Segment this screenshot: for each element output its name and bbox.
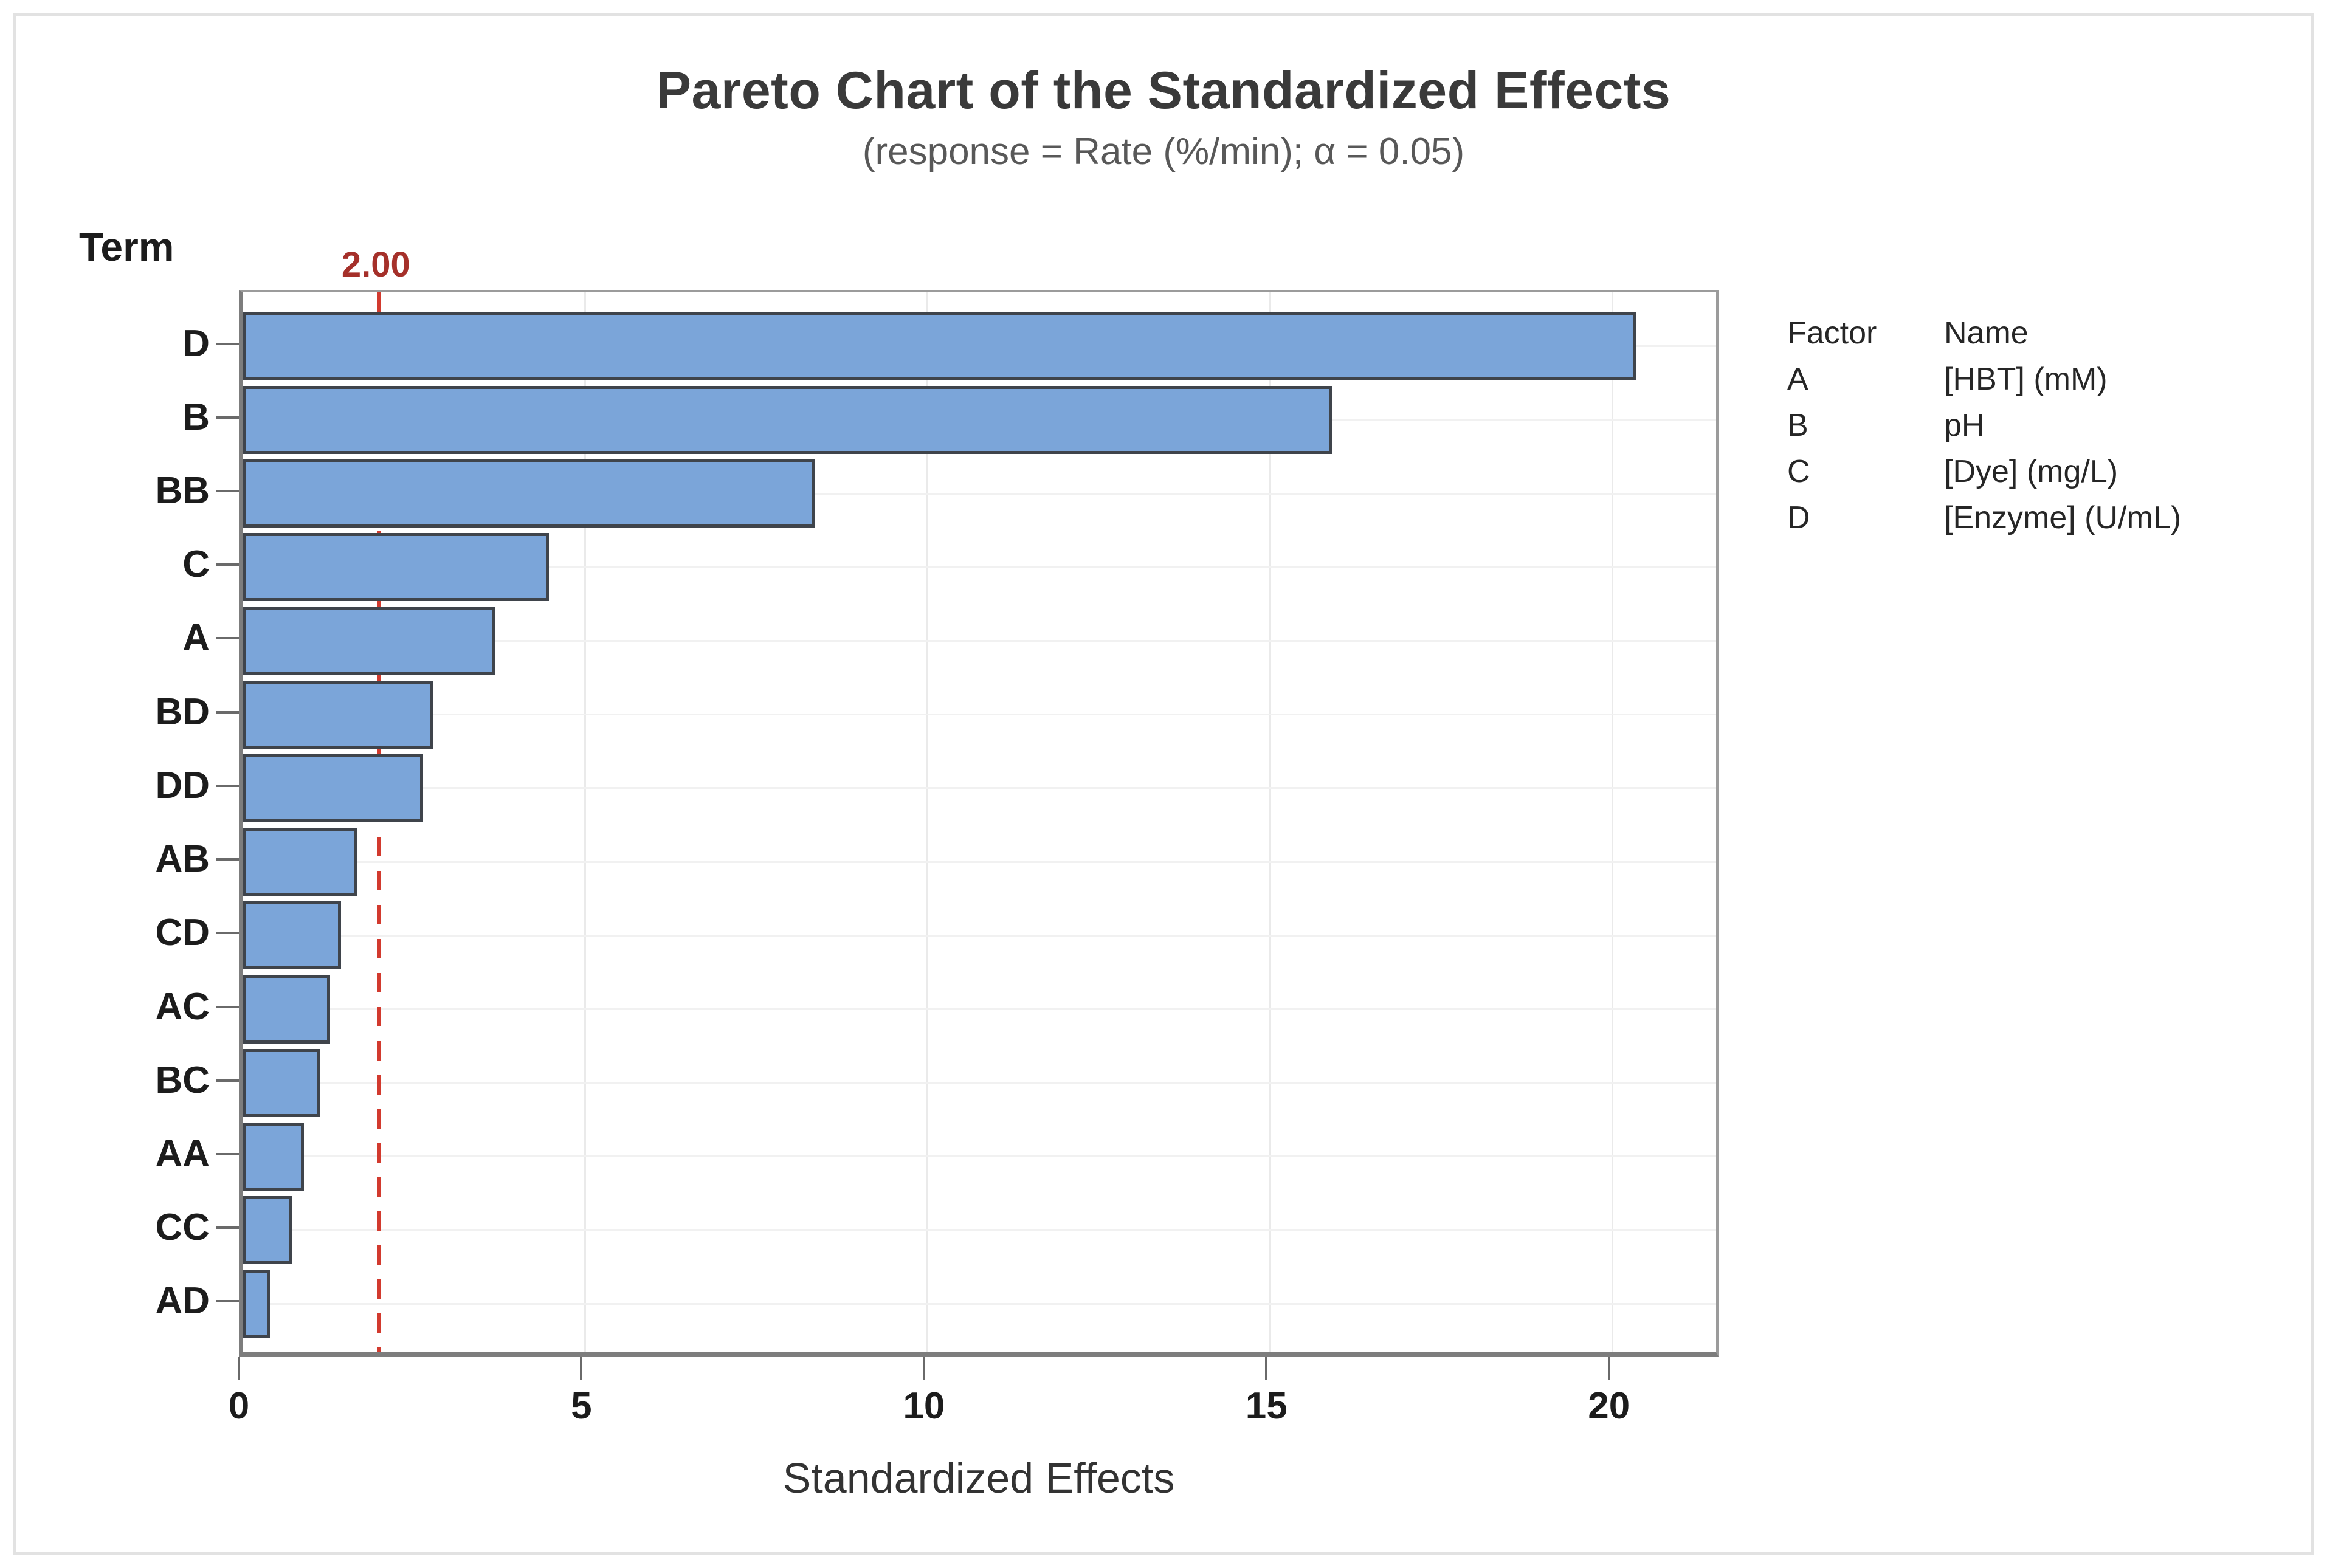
y-tick	[216, 710, 239, 714]
gridline-horizontal	[243, 639, 1716, 642]
bar-DD	[243, 754, 424, 822]
bar-B	[243, 385, 1332, 454]
legend-row: D [Enzyme] (U/mL)	[1787, 495, 2181, 541]
legend-header-name: Name	[1944, 315, 2029, 351]
legend-header-factor: Factor	[1787, 315, 1877, 351]
y-tick	[216, 1005, 239, 1008]
x-tick-label: 10	[903, 1385, 945, 1427]
factor-legend: Factor Name A [HBT] (mM) B pH C [Dye] (m…	[1787, 310, 2181, 541]
x-tick-label: 20	[1588, 1385, 1630, 1427]
gridline-horizontal	[243, 566, 1716, 568]
legend-factor-code: D	[1787, 500, 1810, 535]
legend-factor-name: pH	[1944, 408, 1985, 443]
legend-row: A [HBT] (mM)	[1787, 356, 2181, 402]
bar-C	[243, 533, 549, 602]
term-tick-label: CC	[155, 1206, 210, 1249]
bar-BC	[243, 1048, 320, 1117]
y-tick	[216, 932, 239, 935]
gridline-horizontal	[243, 1155, 1716, 1158]
gridline-horizontal	[243, 714, 1716, 716]
y-tick	[216, 784, 239, 787]
y-tick	[216, 563, 239, 566]
y-tick	[216, 490, 239, 493]
x-axis-title: Standardized Effects	[782, 1454, 1175, 1502]
chart-subtitle: (response = Rate (%/min); α = 0.05)	[862, 131, 1465, 173]
gridline-vertical	[584, 292, 586, 1352]
reference-line	[377, 292, 382, 1352]
term-tick-label: BD	[155, 690, 210, 733]
gridline-horizontal	[243, 861, 1716, 863]
x-tick	[922, 1357, 925, 1380]
y-tick	[216, 1079, 239, 1082]
gridline-vertical	[1269, 292, 1271, 1352]
term-tick-label: B	[182, 396, 210, 438]
gridline-horizontal	[243, 1082, 1716, 1084]
plot-area	[239, 290, 1719, 1357]
bar-AB	[243, 828, 358, 896]
gridline-horizontal	[243, 492, 1716, 495]
term-tick-label: AB	[155, 838, 210, 881]
term-tick-label: C	[182, 543, 210, 586]
bar-CD	[243, 901, 342, 970]
chart-title: Pareto Chart of the Standardized Effects	[656, 61, 1671, 120]
legend-factor-code: C	[1787, 454, 1810, 489]
x-tick	[580, 1357, 583, 1380]
bar-AD	[243, 1270, 271, 1338]
y-axis-title: Term	[79, 224, 174, 269]
y-tick	[216, 342, 239, 345]
bar-CC	[243, 1196, 292, 1265]
legend-row: C [Dye] (mg/L)	[1787, 449, 2181, 495]
bar-D	[243, 312, 1637, 380]
term-tick-label: A	[182, 617, 210, 659]
term-tick-label: AA	[155, 1132, 210, 1175]
term-tick-label: BB	[155, 470, 210, 512]
y-tick	[216, 637, 239, 640]
y-tick	[216, 1226, 239, 1229]
legend-factor-code: A	[1787, 362, 1808, 397]
legend-factor-name: [HBT] (mM)	[1944, 362, 2108, 397]
term-tick-label: BC	[155, 1059, 210, 1101]
term-tick-label: CD	[155, 912, 210, 954]
bar-BD	[243, 680, 433, 749]
bar-A	[243, 607, 495, 675]
gridline-horizontal	[243, 787, 1716, 789]
gridline-horizontal	[243, 1008, 1716, 1011]
reference-line-label: 2.00	[341, 245, 410, 284]
legend-row: B pH	[1787, 402, 2181, 449]
x-tick	[1607, 1357, 1610, 1380]
y-tick	[216, 1152, 239, 1155]
term-tick-label: AD	[155, 1280, 210, 1322]
gridline-horizontal	[243, 934, 1716, 937]
legend-factor-name: [Dye] (mg/L)	[1944, 454, 2118, 489]
x-tick	[238, 1357, 240, 1380]
gridline-vertical	[926, 292, 929, 1352]
gridline-vertical	[1612, 292, 1614, 1352]
bar-AC	[243, 975, 331, 1044]
x-tick-label: 0	[228, 1385, 250, 1427]
gridline-horizontal	[243, 1302, 1716, 1305]
bar-AA	[243, 1122, 305, 1191]
gridline-horizontal	[243, 1229, 1716, 1231]
bar-BB	[243, 459, 815, 528]
x-tick-label: 15	[1245, 1385, 1288, 1427]
term-tick-label: D	[182, 322, 210, 365]
term-tick-label: AC	[155, 985, 210, 1028]
legend-factor-name: [Enzyme] (U/mL)	[1944, 500, 2182, 535]
y-tick	[216, 1300, 239, 1303]
x-tick-label: 5	[571, 1385, 592, 1427]
legend-header-row: Factor Name	[1787, 310, 2181, 356]
x-tick	[1265, 1357, 1268, 1380]
y-tick	[216, 858, 239, 861]
term-tick-label: DD	[155, 764, 210, 806]
y-tick	[216, 416, 239, 419]
legend-factor-code: B	[1787, 408, 1808, 443]
